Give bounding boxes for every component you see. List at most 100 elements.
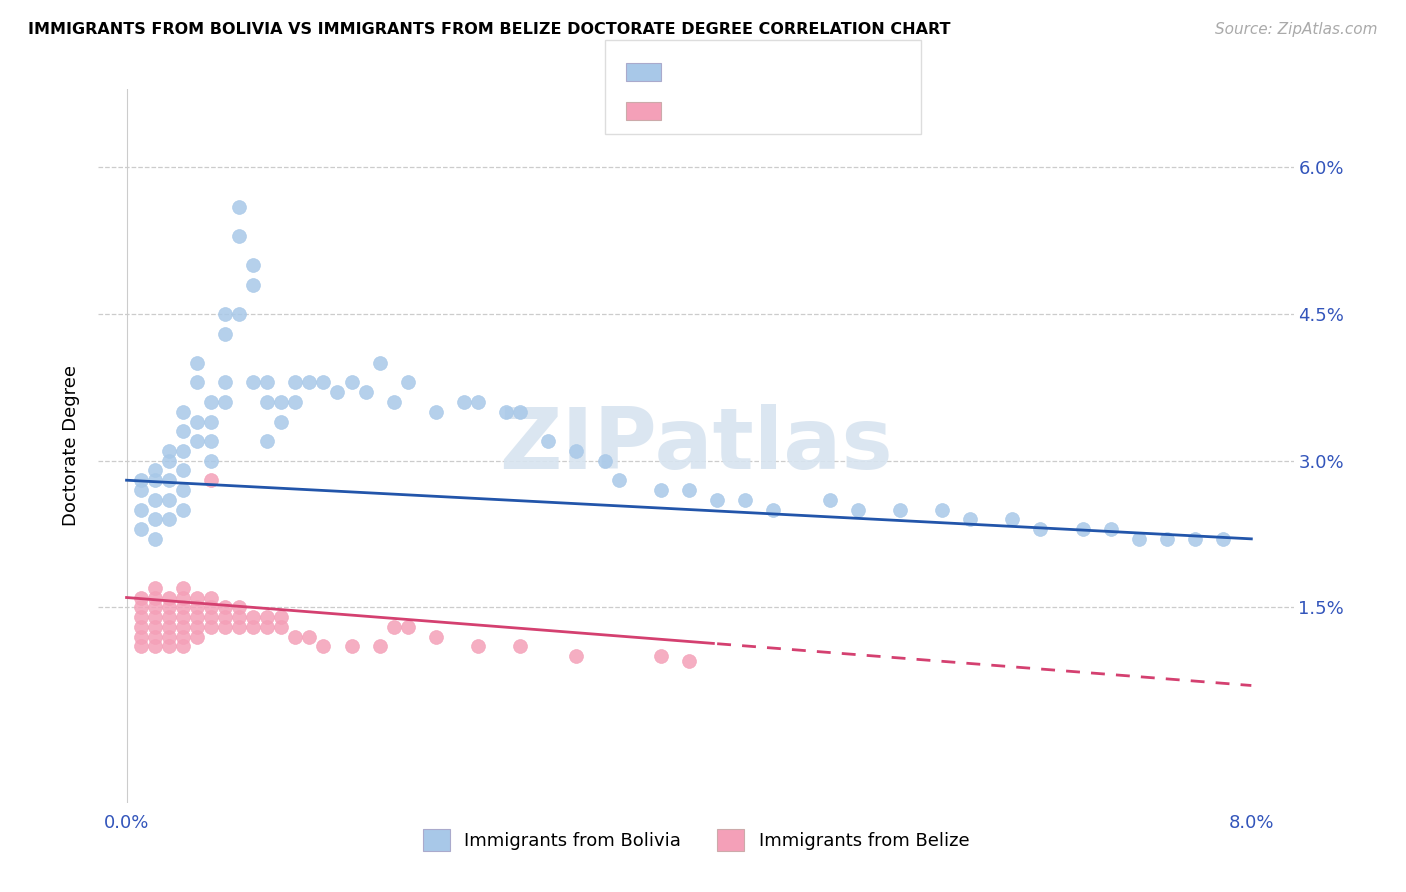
Y-axis label: Doctorate Degree: Doctorate Degree xyxy=(62,366,80,526)
Point xyxy=(734,492,756,507)
Point xyxy=(368,356,391,370)
Point xyxy=(425,630,447,644)
Point xyxy=(607,473,630,487)
Point xyxy=(200,453,222,467)
Text: R =: R = xyxy=(671,102,710,120)
Point xyxy=(172,425,194,439)
Point xyxy=(1001,512,1024,526)
Point xyxy=(186,415,208,429)
Point xyxy=(256,434,278,449)
Point xyxy=(186,356,208,370)
Point xyxy=(157,492,180,507)
Point xyxy=(143,610,166,624)
Point xyxy=(129,483,152,497)
Point xyxy=(157,512,180,526)
Point xyxy=(200,610,222,624)
Point xyxy=(1071,522,1094,536)
Point xyxy=(593,453,616,467)
Point xyxy=(129,640,152,654)
Point xyxy=(172,405,194,419)
Point xyxy=(256,395,278,409)
Point xyxy=(284,395,307,409)
Point xyxy=(186,620,208,634)
Point xyxy=(509,405,531,419)
Point xyxy=(214,395,236,409)
Point xyxy=(200,591,222,605)
Text: -0.102: -0.102 xyxy=(707,62,772,80)
Point xyxy=(284,630,307,644)
Point xyxy=(298,376,321,390)
Point xyxy=(172,600,194,615)
Point xyxy=(312,376,335,390)
Point xyxy=(129,522,152,536)
Point xyxy=(143,492,166,507)
Point xyxy=(242,610,264,624)
Point xyxy=(1184,532,1206,546)
Point xyxy=(129,473,152,487)
Point xyxy=(186,630,208,644)
Point xyxy=(157,473,180,487)
Point xyxy=(172,610,194,624)
Point xyxy=(186,434,208,449)
Point xyxy=(143,473,166,487)
Point xyxy=(172,620,194,634)
Point xyxy=(157,620,180,634)
Point xyxy=(157,591,180,605)
Point xyxy=(186,591,208,605)
Point xyxy=(157,443,180,458)
Point xyxy=(129,630,152,644)
Point xyxy=(256,376,278,390)
Point xyxy=(172,463,194,477)
Point xyxy=(678,654,700,668)
Point xyxy=(143,640,166,654)
Text: ZIPatlas: ZIPatlas xyxy=(499,404,893,488)
Legend: Immigrants from Bolivia, Immigrants from Belize: Immigrants from Bolivia, Immigrants from… xyxy=(415,822,977,858)
Point xyxy=(340,640,363,654)
Point xyxy=(143,600,166,615)
Point xyxy=(706,492,728,507)
Point xyxy=(678,483,700,497)
Point xyxy=(396,376,419,390)
Point xyxy=(214,600,236,615)
Point xyxy=(172,581,194,595)
Point xyxy=(846,502,869,516)
Point xyxy=(143,591,166,605)
Point xyxy=(214,610,236,624)
Point xyxy=(200,600,222,615)
Point xyxy=(270,415,292,429)
Text: N =: N = xyxy=(776,102,815,120)
Text: 80: 80 xyxy=(811,62,837,80)
Point xyxy=(172,630,194,644)
Point xyxy=(157,610,180,624)
Point xyxy=(818,492,841,507)
Point xyxy=(214,326,236,341)
Point xyxy=(256,620,278,634)
Point xyxy=(382,620,405,634)
Point xyxy=(1099,522,1122,536)
Point xyxy=(157,640,180,654)
Point xyxy=(228,620,250,634)
Point xyxy=(228,610,250,624)
Point xyxy=(242,376,264,390)
Point xyxy=(200,434,222,449)
Point xyxy=(242,277,264,292)
Point xyxy=(143,532,166,546)
Point xyxy=(270,610,292,624)
Point xyxy=(186,610,208,624)
Point xyxy=(509,640,531,654)
Point xyxy=(200,473,222,487)
Point xyxy=(425,405,447,419)
Point xyxy=(143,463,166,477)
Point xyxy=(959,512,981,526)
Point xyxy=(228,200,250,214)
Point xyxy=(143,581,166,595)
Text: 61: 61 xyxy=(811,102,837,120)
Point xyxy=(762,502,785,516)
Point xyxy=(186,376,208,390)
Point xyxy=(228,228,250,243)
Point xyxy=(214,376,236,390)
Text: Source: ZipAtlas.com: Source: ZipAtlas.com xyxy=(1215,22,1378,37)
Point xyxy=(931,502,953,516)
Point xyxy=(143,630,166,644)
Point xyxy=(495,405,517,419)
